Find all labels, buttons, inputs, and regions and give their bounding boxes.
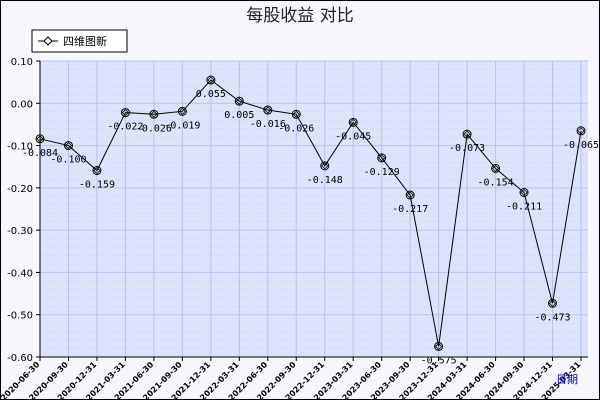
legend-box xyxy=(31,29,128,53)
data-point-marker xyxy=(434,341,444,351)
data-label: -0.019 xyxy=(164,120,200,131)
data-point-marker xyxy=(576,126,586,136)
data-point-marker xyxy=(548,298,558,308)
data-point-diamond xyxy=(93,166,101,175)
data-point-diamond xyxy=(36,135,44,143)
x-axis-label: 日期 xyxy=(556,373,578,386)
data-label: -0.045 xyxy=(335,131,371,142)
data-label: -0.022 xyxy=(107,122,143,133)
data-point-diamond xyxy=(406,191,414,199)
data-point-diamond xyxy=(64,142,73,150)
legend-series-name: 四维图新 xyxy=(63,34,107,48)
data-label: -0.100 xyxy=(50,155,86,166)
data-point-diamond xyxy=(435,342,443,350)
data-label: -0.217 xyxy=(392,204,428,215)
data-point-diamond xyxy=(321,162,329,170)
data-point-marker xyxy=(35,134,45,144)
data-point-marker xyxy=(377,153,387,163)
data-point-marker xyxy=(234,96,244,106)
series-line xyxy=(35,75,586,351)
data-label: -0.073 xyxy=(449,143,485,154)
data-point-diamond xyxy=(463,130,471,138)
data-point-marker xyxy=(149,109,159,119)
data-point-marker xyxy=(348,117,358,127)
legend-diamond-icon xyxy=(43,36,53,46)
series-polyline xyxy=(39,79,582,347)
legend[interactable]: 四维图新 xyxy=(31,29,128,53)
data-point-diamond xyxy=(292,110,300,118)
data-label: -0.154 xyxy=(478,177,514,188)
data-point-diamond xyxy=(264,106,272,114)
data-point-diamond xyxy=(378,154,386,162)
x-axis-ticks: 2020-06-302020-09-302020-12-312021-03-31… xyxy=(0,357,583,400)
data-point-diamond xyxy=(520,188,528,197)
y-tick-label: 0.10 xyxy=(11,57,33,68)
y-tick-label: 0.00 xyxy=(11,99,33,110)
data-point-marker xyxy=(291,109,301,119)
data-label: -0.575 xyxy=(421,355,457,366)
data-label: 0.055 xyxy=(196,89,226,100)
data-label: 0.005 xyxy=(224,110,254,121)
data-point-marker xyxy=(177,106,187,116)
data-labels: -0.084-0.100-0.159-0.022-0.026-0.0190.05… xyxy=(22,89,599,366)
data-label: -0.129 xyxy=(364,167,400,178)
gridlines xyxy=(39,60,588,358)
data-label: -0.211 xyxy=(506,202,542,213)
data-label: -0.159 xyxy=(79,180,115,191)
data-point-diamond xyxy=(121,109,129,117)
data-label: -0.084 xyxy=(22,148,58,159)
y-axis-ticks: 0.10 0.00 -0.10 -0.20 -0.30 -0.40 -0.50 -0.60 xyxy=(7,57,40,364)
data-point-marker xyxy=(92,166,102,176)
data-point-diamond xyxy=(349,118,357,126)
data-point-diamond xyxy=(235,97,243,105)
data-label: -0.016 xyxy=(250,119,286,130)
data-point-diamond xyxy=(577,127,585,135)
data-point-marker xyxy=(320,161,330,171)
data-point-marker xyxy=(491,163,501,173)
plot-area xyxy=(40,61,588,357)
data-point-marker xyxy=(519,188,529,198)
data-point-diamond xyxy=(548,299,557,307)
data-point-marker xyxy=(263,105,273,115)
y-tick-label: -0.50 xyxy=(7,311,33,322)
y-tick-label: -0.30 xyxy=(7,226,33,237)
axes xyxy=(39,61,588,358)
data-point-diamond xyxy=(178,107,186,115)
data-point-diamond xyxy=(207,76,215,84)
data-label: -0.148 xyxy=(307,175,343,186)
y-tick-label: -0.10 xyxy=(7,142,33,153)
chart-title: 每股收益 对比 xyxy=(246,6,353,26)
y-tick-label: -0.20 xyxy=(7,184,33,195)
data-label: -0.473 xyxy=(534,312,570,323)
y-tick-label: -0.40 xyxy=(7,268,33,279)
data-point-diamond xyxy=(492,164,500,172)
data-point-marker xyxy=(405,190,415,200)
y-tick-label: -0.60 xyxy=(7,353,33,364)
data-point-diamond xyxy=(150,110,158,118)
data-point-marker xyxy=(462,129,472,139)
data-label: -0.026 xyxy=(136,123,172,134)
data-label: -0.065 xyxy=(563,140,599,151)
data-point-marker xyxy=(63,141,73,151)
data-point-marker xyxy=(206,75,216,85)
data-label: -0.026 xyxy=(278,123,314,134)
data-point-marker xyxy=(120,108,130,118)
